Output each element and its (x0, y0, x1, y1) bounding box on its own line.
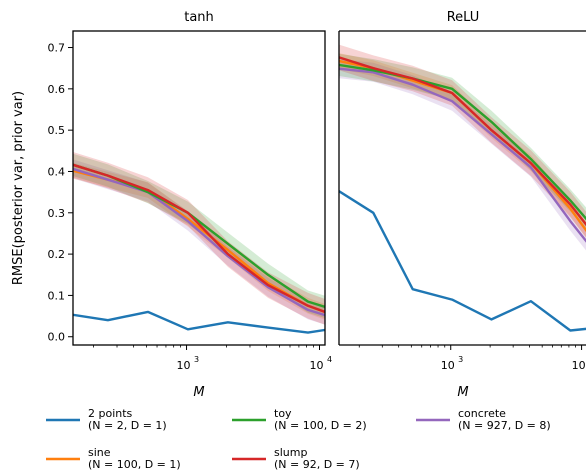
x-tick-label: 10 (309, 359, 323, 372)
y-tick-label: 0.2 (48, 248, 66, 261)
x-tick-exponent: 4 (327, 355, 332, 364)
y-axis: 0.0 0.1 0.2 0.3 0.4 0.5 0.6 0.7 (48, 42, 73, 344)
legend-label-two_points: 2 points (88, 407, 133, 420)
legend: 2 points(N = 2, D = 1)sine(N = 100, D = … (46, 407, 551, 471)
series-line-slump (73, 163, 325, 314)
x-tick-label: 10 (441, 359, 455, 372)
band-slump (339, 44, 586, 238)
x-tick-exponent: 3 (194, 355, 199, 364)
y-tick-label: 0.0 (48, 331, 66, 344)
x-axis-label: M (193, 385, 204, 400)
x-tick-label: 10 (572, 359, 586, 372)
series-line-slump (339, 56, 586, 227)
legend-detail-sine: (N = 100, D = 1) (88, 458, 181, 471)
legend-label-slump: slump (274, 446, 307, 459)
legend-detail-two_points: (N = 2, D = 1) (88, 419, 167, 432)
y-tick-label: 0.1 (48, 289, 66, 302)
band-concrete (339, 59, 586, 251)
legend-detail-slump: (N = 92, D = 7) (274, 458, 360, 471)
panel-tanh: tanh 0.00.10.20.30.40.50.60.7 10 3 10 4 RMS… (11, 10, 332, 400)
band-toy (339, 53, 586, 230)
series-lines (73, 163, 325, 334)
legend-label-sine: sine (88, 446, 111, 459)
legend-detail-concrete: (N = 927, D = 8) (458, 419, 551, 432)
series-line-concrete (339, 67, 586, 243)
legend-label-toy: toy (274, 407, 292, 420)
panel-title: ReLU (447, 10, 480, 25)
x-tick-label: 10 (177, 359, 191, 372)
y-tick-label: 0.3 (48, 207, 66, 220)
panel-title: tanh (184, 10, 214, 25)
series-line-two_points (339, 189, 586, 332)
x-tick-exponent: 3 (458, 355, 463, 364)
y-tick-label: 0.4 (48, 165, 66, 178)
legend-label-concrete: concrete (458, 407, 506, 420)
series-line-toy (339, 63, 586, 221)
x-axis-label: M (457, 385, 468, 400)
series-line-concrete (73, 167, 325, 317)
y-tick-label: 0.5 (48, 124, 66, 137)
y-tick-label: 0.6 (48, 83, 66, 96)
confidence-bands (339, 44, 586, 251)
series-line-two_points (73, 310, 325, 334)
series-lines (339, 56, 586, 332)
legend-detail-toy: (N = 100, D = 2) (274, 419, 367, 432)
plot-frame (72, 30, 326, 346)
y-axis-label: RMSE(posterior var, prior var) (11, 91, 26, 285)
y-tick-label: 0.7 (48, 42, 66, 55)
